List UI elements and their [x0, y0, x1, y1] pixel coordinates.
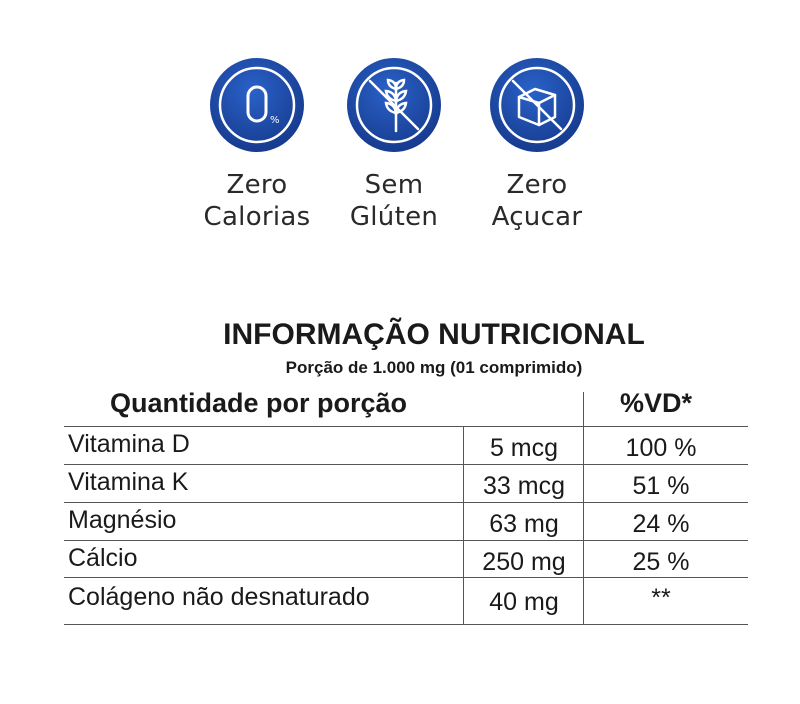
column-divider	[583, 392, 584, 624]
divider	[64, 464, 748, 465]
table-row-amount: 63 mg	[489, 510, 559, 538]
divider	[64, 577, 748, 578]
table-row-vd: 100 %	[625, 434, 697, 462]
table-row-amount: 5 mcg	[489, 434, 559, 462]
column-divider	[463, 426, 464, 624]
table-row-vd: **	[651, 584, 671, 612]
table-row-amount: 40 mg	[489, 588, 559, 616]
table-title: INFORMAÇÃO NUTRICIONAL	[223, 318, 645, 351]
table-row-name: Colágeno não desnaturado	[68, 583, 370, 611]
svg-text:%: %	[270, 115, 280, 126]
badge-label: Zero Açucar	[491, 170, 583, 232]
no-wheat-icon	[347, 58, 441, 152]
divider	[64, 624, 748, 625]
badge-label: Sem Glúten	[349, 170, 439, 232]
table-subtitle: Porção de 1.000 mg (01 comprimido)	[285, 358, 583, 377]
divider	[64, 540, 748, 541]
table-row-vd: 51 %	[632, 472, 690, 500]
divider	[64, 426, 748, 427]
header-vd: %VD*	[620, 388, 693, 418]
zero-percent-icon: %	[210, 58, 304, 152]
header-quantity: Quantidade por porção	[110, 388, 408, 418]
table-row-name: Vitamina D	[68, 430, 190, 458]
divider	[64, 502, 748, 503]
table-row-name: Magnésio	[68, 506, 177, 534]
table-row-name: Vitamina K	[68, 468, 189, 496]
table-row-amount: 33 mcg	[483, 472, 565, 500]
badge-sem-gluten: Sem Glúten	[346, 57, 442, 232]
table-row-vd: 24 %	[632, 510, 690, 538]
badge-label: Zero Calorias	[203, 170, 311, 232]
table-row-name: Cálcio	[68, 544, 138, 572]
no-sugar-cube-icon	[490, 58, 584, 152]
badge-zero-acucar: Zero Açucar	[489, 57, 585, 232]
table-row-vd: 25 %	[632, 548, 690, 576]
table-row-amount: 250 mg	[482, 548, 566, 576]
badge-zero-calorias: % Zero Calorias	[203, 57, 310, 232]
